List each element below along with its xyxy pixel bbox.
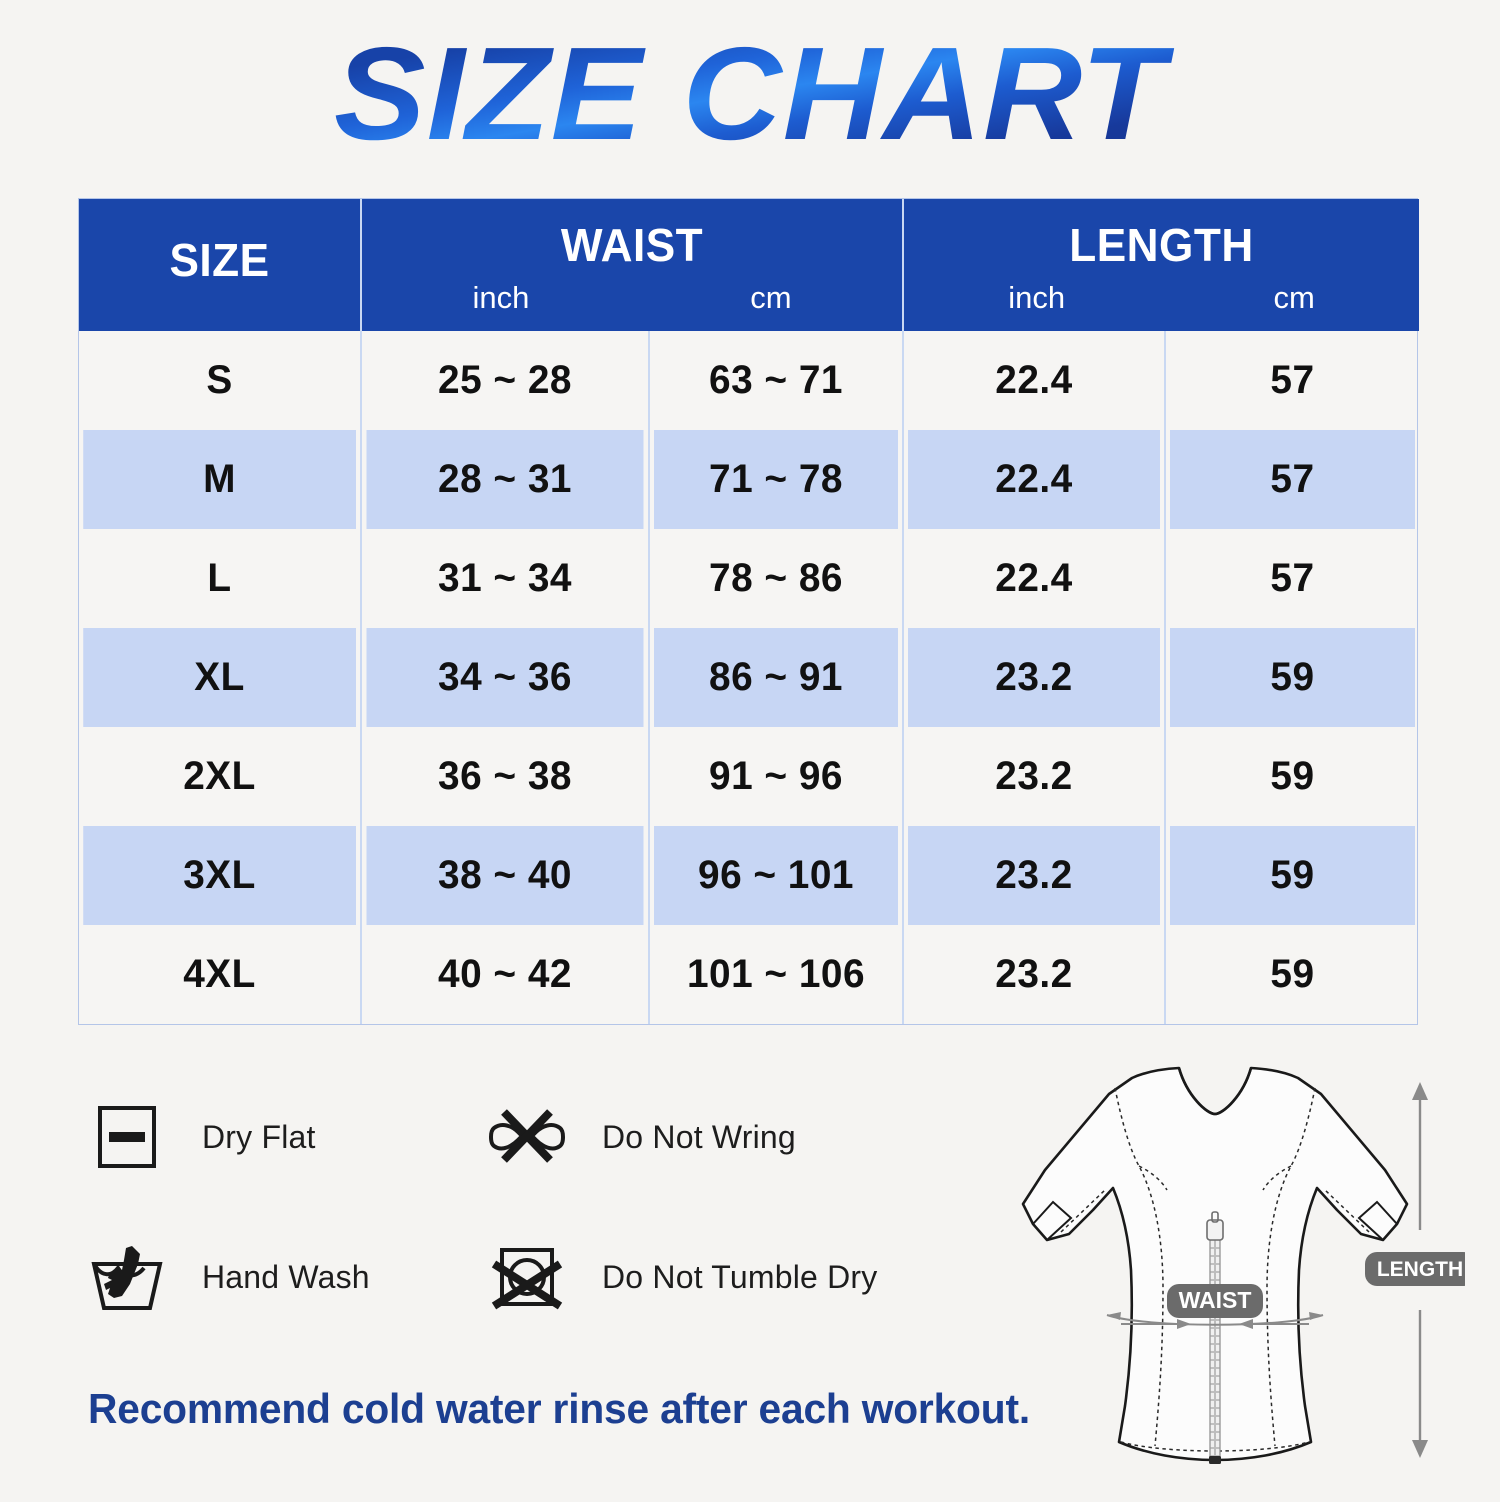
- cell-length-cm: 59: [1168, 727, 1416, 826]
- garment-diagram: WAIST LENGTH: [965, 1062, 1465, 1502]
- care-label-dry-flat: Dry Flat: [202, 1118, 316, 1155]
- cell-length-inch: 23.2: [906, 826, 1163, 925]
- table-row: S 25 ~ 28 63 ~ 71 22.4 57: [79, 331, 1419, 430]
- cell-waist-cm: 86 ~ 91: [652, 628, 901, 727]
- care-label-hand-wash: Hand Wash: [202, 1258, 370, 1295]
- cell-waist-inch: 40 ~ 42: [365, 925, 646, 1024]
- cell-length-inch: 22.4: [906, 430, 1163, 529]
- header-length: LENGTH inch cm: [903, 199, 1420, 331]
- care-label-do-not-tumble-dry: Do Not Tumble Dry: [602, 1258, 878, 1295]
- cell-waist-cm: 78 ~ 86: [652, 529, 901, 628]
- cell-waist-cm: 96 ~ 101: [652, 826, 901, 925]
- cell-length-cm: 57: [1168, 529, 1416, 628]
- size-chart-table: SIZE WAIST inch cm LENGTH inch cm: [78, 198, 1420, 1025]
- cell-length-inch: 23.2: [906, 925, 1163, 1024]
- header-waist-inch: inch: [472, 280, 530, 315]
- cell-length-inch: 23.2: [906, 628, 1163, 727]
- table-row: L 31 ~ 34 78 ~ 86 22.4 57: [79, 529, 1419, 628]
- cell-length-inch: 23.2: [906, 727, 1163, 826]
- header-length-label: LENGTH: [1069, 219, 1254, 271]
- do-not-wring-icon: [488, 1098, 566, 1176]
- care-row: Hand Wash Do Not Tumble Dry: [88, 1238, 968, 1316]
- header-size: SIZE: [79, 199, 362, 331]
- table-row: 3XL 38 ~ 40 96 ~ 101 23.2 59: [79, 826, 1419, 925]
- table-row: M 28 ~ 31 71 ~ 78 22.4 57: [79, 430, 1419, 529]
- cell-waist-cm: 91 ~ 96: [652, 727, 901, 826]
- length-badge: LENGTH: [1365, 1252, 1465, 1286]
- cell-length-cm: 57: [1168, 430, 1416, 529]
- cell-waist-inch: 34 ~ 36: [365, 628, 646, 727]
- header-size-label: SIZE: [169, 234, 270, 286]
- table-body: S 25 ~ 28 63 ~ 71 22.4 57 M 28 ~ 31 71 ~ 78 22.4…: [79, 331, 1419, 1024]
- header-length-inch: inch: [1008, 280, 1066, 315]
- dry-flat-icon: [88, 1098, 166, 1176]
- cell-size: L: [83, 529, 358, 628]
- cell-length-cm: 57: [1168, 331, 1416, 430]
- length-measure-arrow: [1412, 1082, 1428, 1458]
- cell-waist-cm: 101 ~ 106: [652, 925, 901, 1024]
- cell-waist-cm: 63 ~ 71: [652, 331, 901, 430]
- cell-waist-inch: 36 ~ 38: [365, 727, 646, 826]
- header-waist-cm: cm: [750, 280, 792, 315]
- header-waist: WAIST inch cm: [361, 199, 905, 331]
- recommendation-note: Recommend cold water rinse after each wo…: [88, 1385, 1030, 1432]
- header-length-cm: cm: [1273, 280, 1315, 315]
- table-head: SIZE WAIST inch cm LENGTH inch cm: [79, 199, 1420, 331]
- table-row: 2XL 36 ~ 38 91 ~ 96 23.2 59: [79, 727, 1419, 826]
- table-row: 4XL 40 ~ 42 101 ~ 106 23.2 59: [79, 925, 1419, 1024]
- care-item-do-not-tumble-dry: Do Not Tumble Dry: [488, 1238, 958, 1316]
- cell-size: 3XL: [83, 826, 358, 925]
- waist-measure-arrows: [1106, 1312, 1324, 1329]
- cell-length-inch: 22.4: [906, 331, 1163, 430]
- table-row: XL 34 ~ 36 86 ~ 91 23.2 59: [79, 628, 1419, 727]
- cell-size: M: [83, 430, 358, 529]
- cell-size: 2XL: [83, 727, 358, 826]
- zipper-icon: [1206, 1211, 1224, 1464]
- svg-text:WAIST: WAIST: [1179, 1287, 1252, 1313]
- sleeve-hem: [1032, 1200, 1398, 1241]
- garment-seam-lines: [1060, 1087, 1370, 1452]
- care-item-dry-flat: Dry Flat: [88, 1098, 488, 1176]
- header-waist-label: WAIST: [560, 219, 704, 271]
- cell-length-cm: 59: [1168, 826, 1416, 925]
- cell-waist-cm: 71 ~ 78: [652, 430, 901, 529]
- svg-text:LENGTH: LENGTH: [1377, 1258, 1463, 1281]
- cell-waist-inch: 25 ~ 28: [365, 331, 646, 430]
- cell-length-inch: 22.4: [906, 529, 1163, 628]
- page-title: SIZE CHART: [326, 18, 1174, 169]
- cell-waist-inch: 38 ~ 40: [365, 826, 646, 925]
- title-container: SIZE CHART: [0, 18, 1500, 169]
- care-row: Dry Flat Do Not Wring: [88, 1098, 968, 1176]
- cell-size: 4XL: [83, 925, 358, 1024]
- do-not-tumble-dry-icon: [488, 1238, 566, 1316]
- cell-length-cm: 59: [1168, 628, 1416, 727]
- cell-length-cm: 59: [1168, 925, 1416, 1024]
- cell-size: XL: [83, 628, 358, 727]
- hand-wash-icon: [88, 1238, 166, 1316]
- care-item-hand-wash: Hand Wash: [88, 1238, 488, 1316]
- care-item-do-not-wring: Do Not Wring: [488, 1098, 958, 1176]
- care-label-do-not-wring: Do Not Wring: [602, 1118, 796, 1155]
- cell-size: S: [83, 331, 358, 430]
- cell-waist-inch: 31 ~ 34: [365, 529, 646, 628]
- waist-badge: WAIST: [1167, 1284, 1263, 1318]
- cell-waist-inch: 28 ~ 31: [365, 430, 646, 529]
- care-instructions: Dry Flat Do Not Wring: [88, 1098, 968, 1378]
